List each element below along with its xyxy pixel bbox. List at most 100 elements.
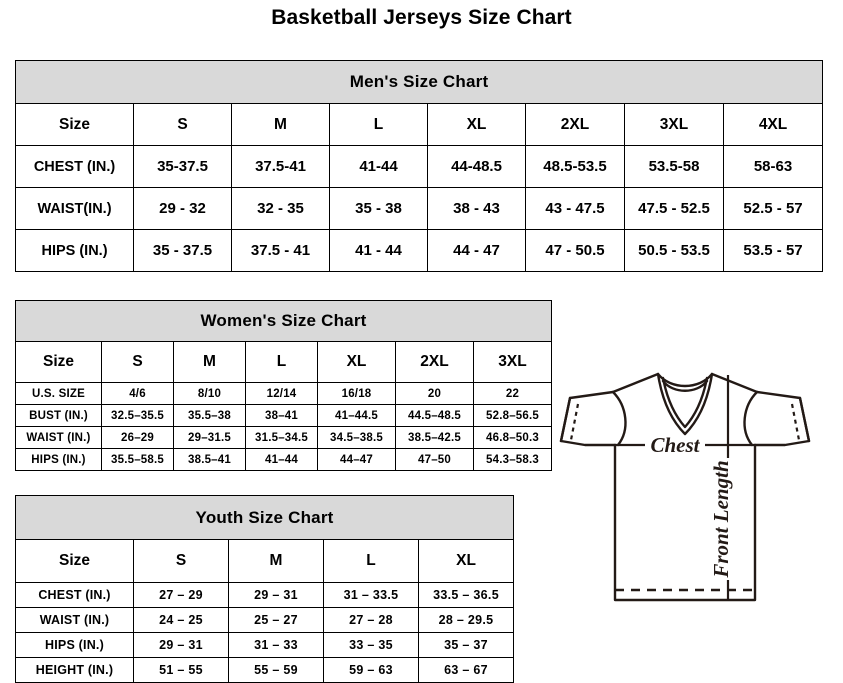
womens-row-label: HIPS (IN.) — [15, 448, 102, 471]
jersey-right-cuff-edge — [798, 396, 811, 443]
chest-measure-label: Chest — [650, 433, 700, 457]
youth-cell: 28 – 29.5 — [417, 607, 515, 633]
mens-header-size: Size — [15, 103, 134, 146]
womens-cell: 4/6 — [101, 382, 174, 405]
womens-cell: 22 — [472, 382, 553, 405]
youth-cell: 31 – 33 — [228, 632, 324, 658]
mens-table-title: Men's Size Chart — [14, 60, 824, 104]
youth-row-label: WAIST (IN.) — [15, 607, 134, 633]
mens-cell: 35 - 37.5 — [133, 229, 232, 272]
youth-header-s: S — [133, 539, 229, 583]
mens-cell: 32 - 35 — [231, 187, 330, 230]
jersey-collar-band-inner — [661, 376, 709, 429]
womens-header-l: L — [245, 341, 318, 383]
womens-cell: 35.5–58.5 — [101, 448, 174, 471]
table-row: BUST (IN.) 32.5–35.5 35.5–38 38–41 41–44… — [15, 404, 553, 427]
table-row: HIPS (IN.) 29 – 31 31 – 33 33 – 35 35 – … — [15, 632, 515, 658]
table-row: WAIST (IN.) 26–29 29–31.5 31.5–34.5 34.5… — [15, 426, 553, 449]
mens-cell: 37.5 - 41 — [231, 229, 330, 272]
mens-cell: 52.5 - 57 — [722, 187, 824, 230]
womens-cell: 41–44.5 — [317, 404, 396, 427]
youth-size-chart-table: Youth Size Chart Size S M L XL CHEST (IN… — [14, 495, 515, 683]
womens-row-label: WAIST (IN.) — [15, 426, 102, 449]
jersey-measurement-diagram: Chest Front Length — [545, 348, 840, 648]
mens-cell: 47.5 - 52.5 — [624, 187, 724, 230]
womens-cell: 52.8–56.5 — [472, 404, 553, 427]
mens-cell: 44-48.5 — [427, 145, 526, 188]
mens-cell: 48.5-53.5 — [525, 145, 625, 188]
youth-table-title: Youth Size Chart — [14, 495, 515, 540]
youth-cell: 27 – 29 — [133, 582, 229, 608]
mens-header-s: S — [133, 103, 232, 146]
womens-cell: 20 — [395, 382, 474, 405]
womens-cell: 38.5–42.5 — [395, 426, 474, 449]
jersey-left-cuff-edge — [559, 396, 572, 443]
womens-header-2xl: 2XL — [395, 341, 474, 383]
jersey-left-shoulder — [611, 372, 660, 394]
mens-header-l: L — [329, 103, 428, 146]
table-row: HIPS (IN.) 35 - 37.5 37.5 - 41 41 - 44 4… — [15, 229, 824, 272]
youth-cell: 24 – 25 — [133, 607, 229, 633]
youth-cell: 29 – 31 — [133, 632, 229, 658]
youth-title-row: Youth Size Chart — [14, 495, 515, 540]
table-row: CHEST (IN.) 27 – 29 29 – 31 31 – 33.5 33… — [15, 582, 515, 608]
mens-row-label: WAIST(IN.) — [15, 187, 134, 230]
womens-header-s: S — [101, 341, 174, 383]
youth-cell: 31 – 33.5 — [323, 582, 419, 608]
mens-cell: 58-63 — [722, 145, 824, 188]
mens-cell: 35-37.5 — [133, 145, 232, 188]
youth-row-label: CHEST (IN.) — [15, 582, 134, 608]
mens-cell: 29 - 32 — [133, 187, 232, 230]
womens-header-xl: XL — [317, 341, 396, 383]
youth-header-m: M — [228, 539, 324, 583]
jersey-right-armhole — [743, 390, 759, 447]
womens-row-label: U.S. SIZE — [15, 382, 102, 405]
jersey-right-shoulder — [710, 372, 759, 394]
youth-cell: 25 – 27 — [228, 607, 324, 633]
mens-header-m: M — [231, 103, 330, 146]
womens-cell: 12/14 — [245, 382, 318, 405]
mens-cell: 43 - 47.5 — [525, 187, 625, 230]
womens-cell: 38.5–41 — [173, 448, 246, 471]
jersey-left-cuff-stitch — [569, 403, 580, 441]
mens-cell: 47 - 50.5 — [525, 229, 625, 272]
youth-header-l: L — [323, 539, 419, 583]
youth-cell: 33 – 35 — [323, 632, 419, 658]
mens-cell: 53.5-58 — [624, 145, 724, 188]
jersey-neckline-outer — [656, 372, 714, 436]
womens-cell: 26–29 — [101, 426, 174, 449]
page-title: Basketball Jerseys Size Chart — [271, 6, 572, 29]
mens-cell: 38 - 43 — [427, 187, 526, 230]
womens-header-size: Size — [15, 341, 102, 383]
youth-header-size: Size — [15, 539, 134, 583]
table-row: HIPS (IN.) 35.5–58.5 38.5–41 41–44 44–47… — [15, 448, 553, 471]
youth-cell: 35 – 37 — [417, 632, 515, 658]
mens-header-3xl: 3XL — [624, 103, 724, 146]
womens-header-m: M — [173, 341, 246, 383]
womens-header-row: Size S M L XL 2XL 3XL — [15, 341, 553, 383]
womens-header-3xl: 3XL — [472, 341, 553, 383]
womens-cell: 32.5–35.5 — [101, 404, 174, 427]
womens-cell: 16/18 — [317, 382, 396, 405]
youth-cell: 29 – 31 — [228, 582, 324, 608]
womens-cell: 46.8–50.3 — [472, 426, 553, 449]
mens-cell: 50.5 - 53.5 — [624, 229, 724, 272]
jersey-collar-top-band-inner — [661, 379, 709, 392]
womens-cell: 35.5–38 — [173, 404, 246, 427]
front-length-measure-label: Front Length — [709, 460, 733, 578]
mens-cell: 41-44 — [329, 145, 428, 188]
womens-size-chart-table: Women's Size Chart Size S M L XL 2XL 3XL… — [14, 300, 553, 471]
youth-header-xl: XL — [417, 539, 515, 583]
womens-cell: 34.5–38.5 — [317, 426, 396, 449]
womens-table-title: Women's Size Chart — [14, 300, 553, 342]
mens-header-xl: XL — [427, 103, 526, 146]
womens-cell: 8/10 — [173, 382, 246, 405]
womens-cell: 44.5–48.5 — [395, 404, 474, 427]
youth-cell: 33.5 – 36.5 — [417, 582, 515, 608]
table-row: WAIST (IN.) 24 – 25 25 – 27 27 – 28 28 –… — [15, 607, 515, 633]
mens-header-row: Size S M L XL 2XL 3XL 4XL — [15, 103, 824, 146]
youth-row-label: HIPS (IN.) — [15, 632, 134, 658]
jersey-left-armhole — [611, 390, 627, 447]
mens-cell: 35 - 38 — [329, 187, 428, 230]
mens-title-row: Men's Size Chart — [14, 60, 824, 104]
